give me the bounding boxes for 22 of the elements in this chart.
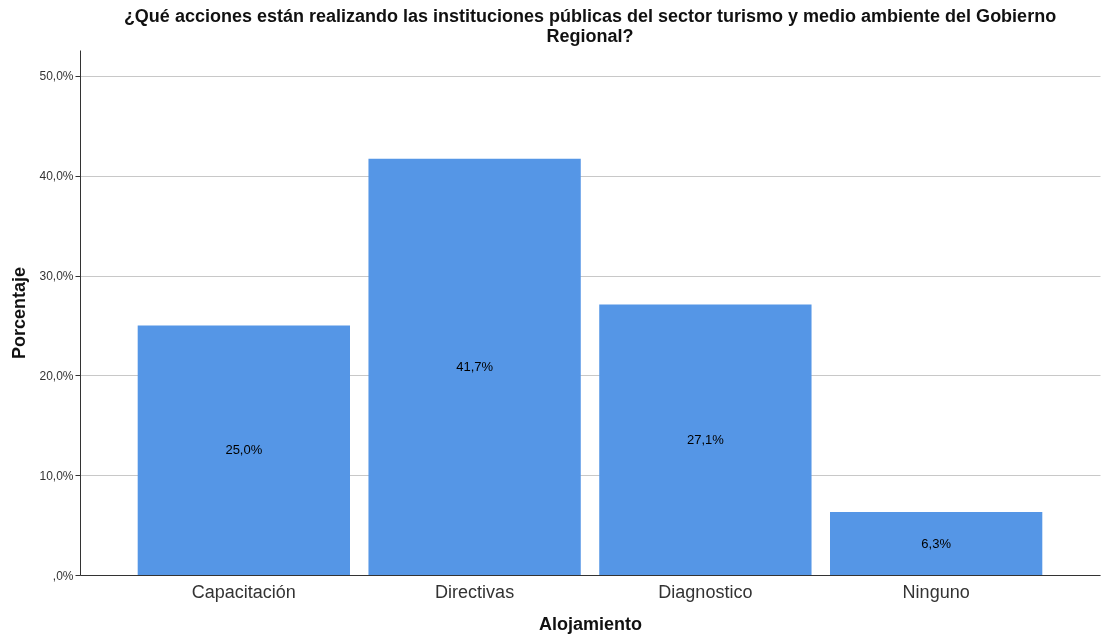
data-label: 27,1% bbox=[686, 431, 725, 447]
y-tick-label: 10,0% bbox=[39, 468, 74, 483]
x-tick-label: Capacitación bbox=[191, 581, 296, 602]
bar bbox=[599, 304, 812, 575]
y-tick-label: ,0% bbox=[52, 568, 74, 583]
y-tick-label: 40,0% bbox=[39, 169, 74, 184]
y-tick-label: 50,0% bbox=[39, 69, 74, 84]
y-tick-label: 20,0% bbox=[39, 368, 74, 383]
text: Regional? bbox=[546, 26, 634, 46]
data-label: 41,7% bbox=[456, 358, 494, 374]
y-axis-title: Porcentaje bbox=[9, 266, 30, 360]
bar bbox=[830, 512, 1043, 575]
data-label: 6,3% bbox=[921, 535, 952, 551]
data-label: 25,0% bbox=[225, 442, 263, 458]
x-tick-label: Directivas bbox=[435, 581, 515, 602]
x-tick-label: Diagnostico bbox=[658, 581, 753, 602]
x-axis-title: Alojamiento bbox=[538, 613, 643, 634]
bar bbox=[368, 158, 581, 575]
x-tick-label: Ninguno bbox=[902, 581, 970, 602]
text: ¿Qué acciones están realizando las instituciones públicas del sector turismo y medio ambiente del Gobierno bbox=[123, 6, 1057, 26]
y-tick-label: 30,0% bbox=[39, 269, 74, 284]
bar bbox=[137, 325, 350, 575]
